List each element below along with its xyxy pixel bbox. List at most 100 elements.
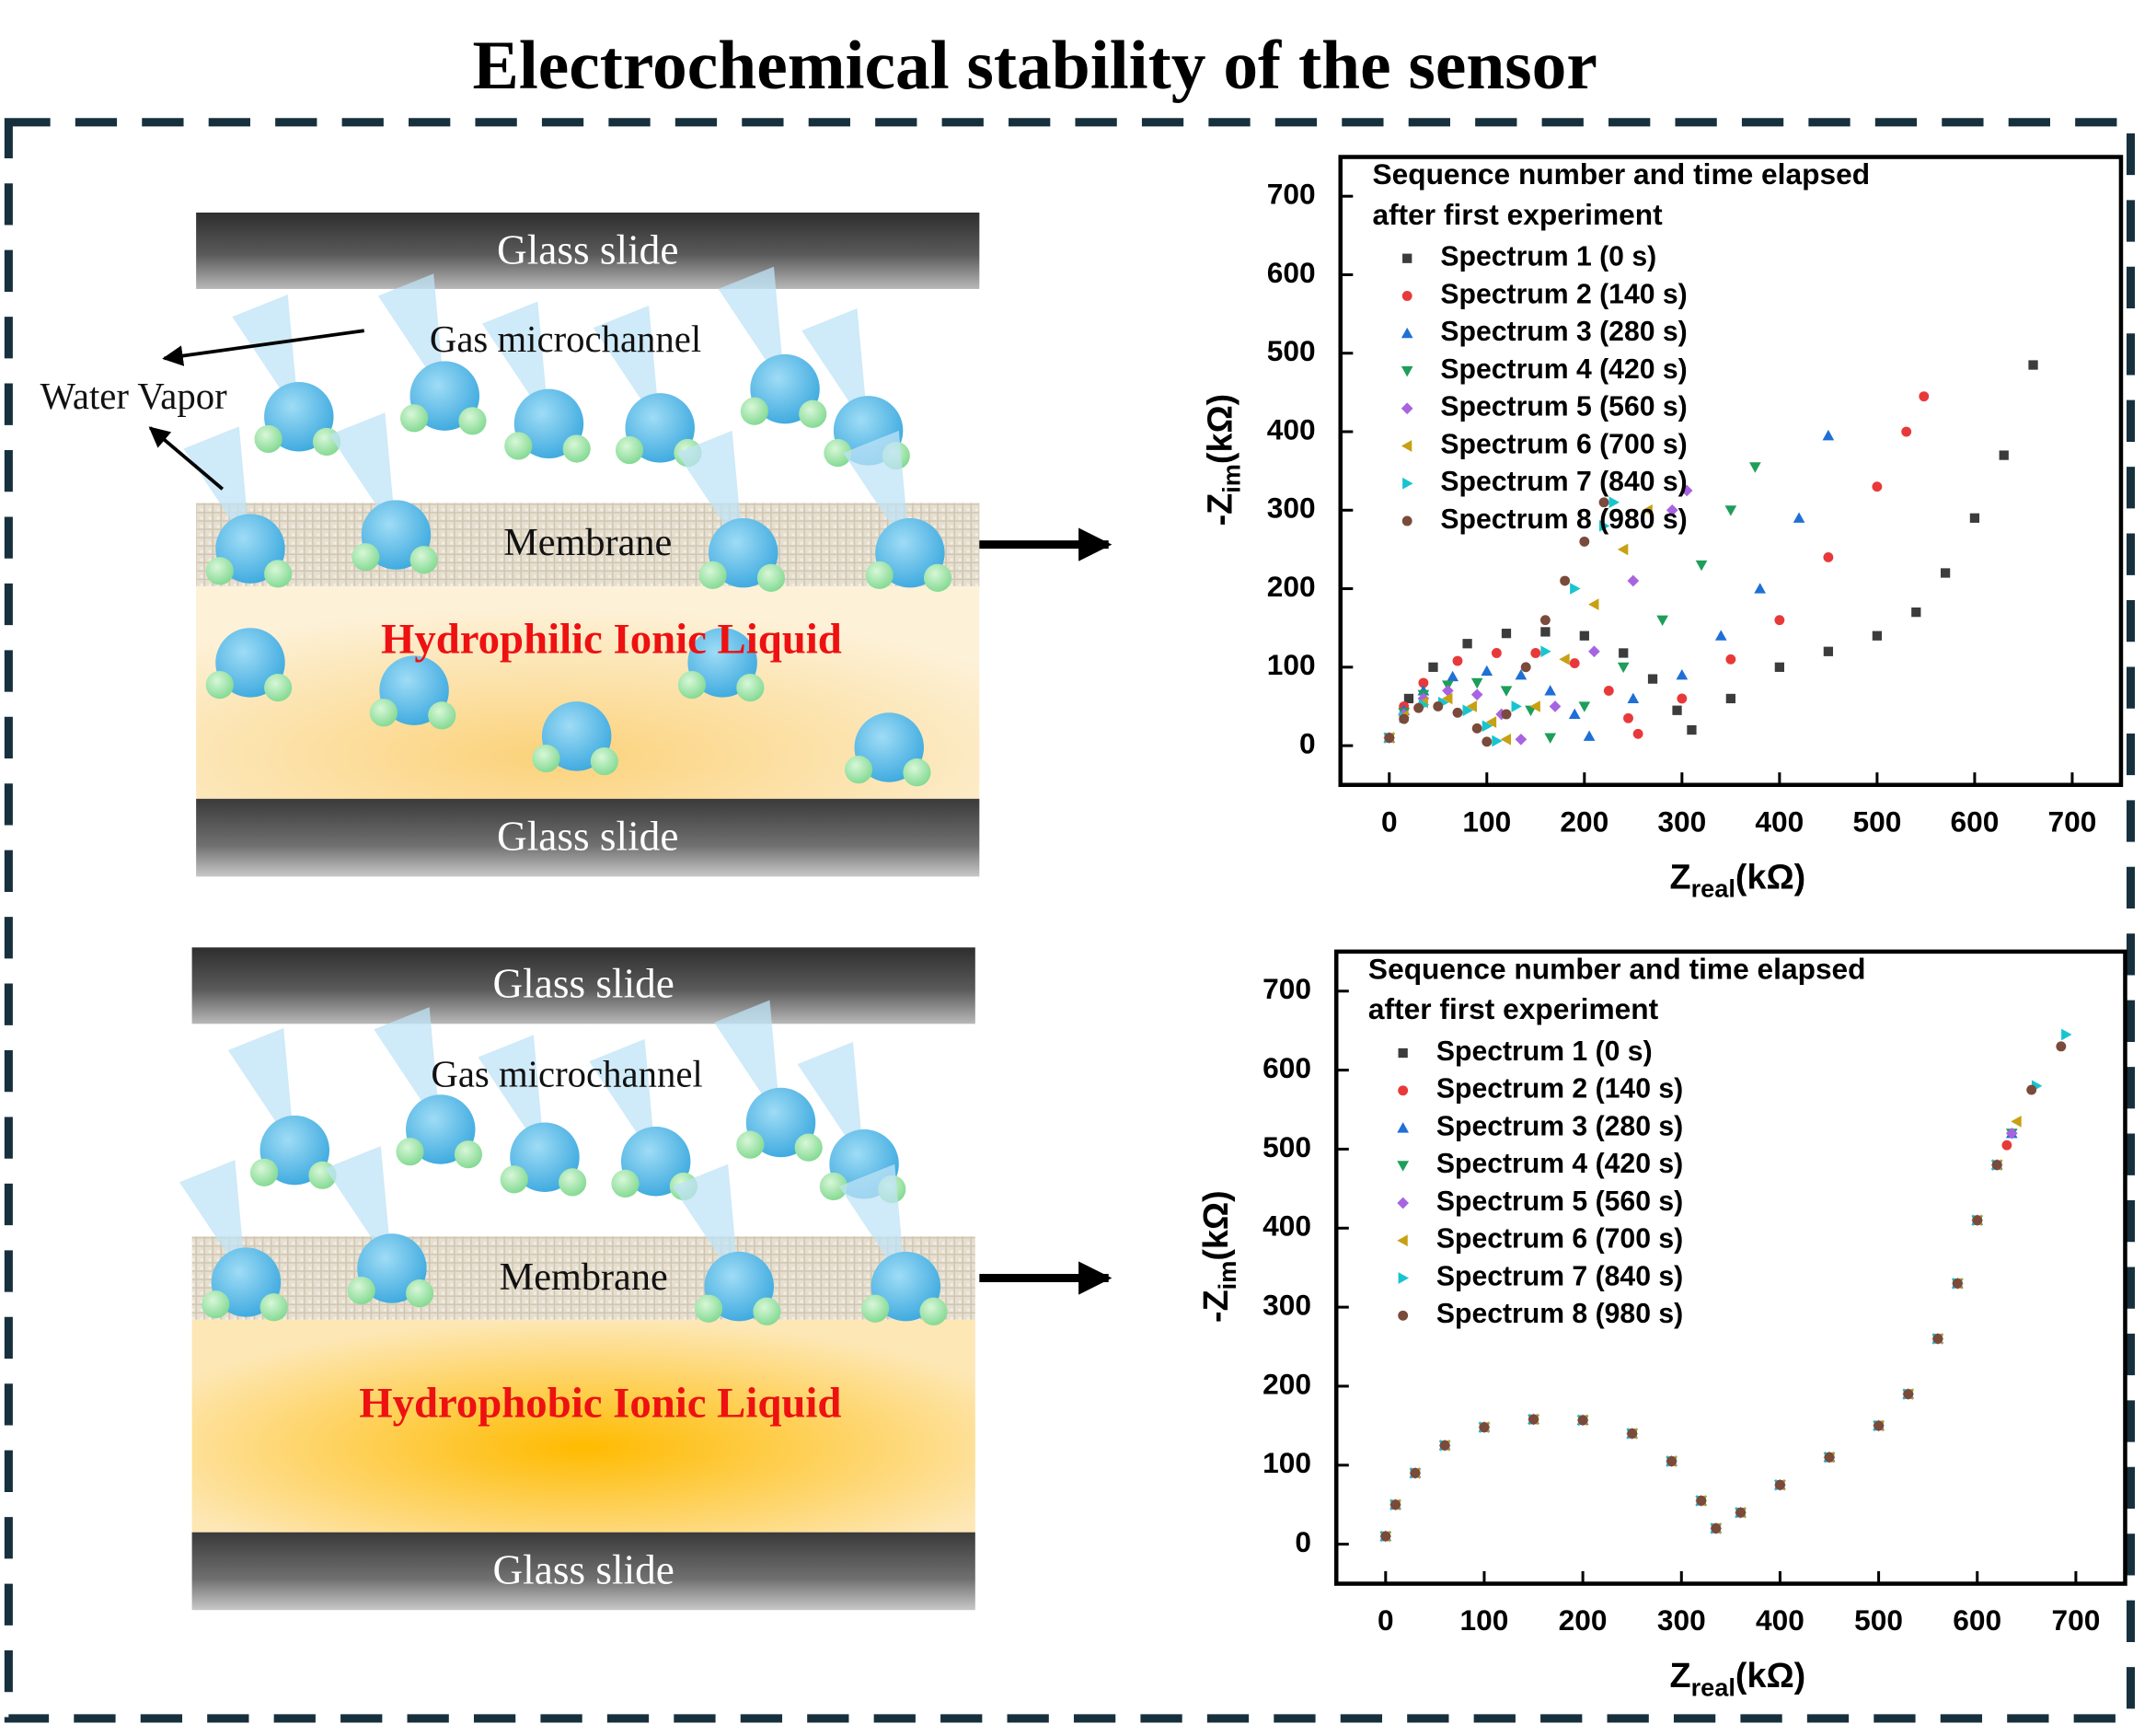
legend-label: Spectrum 4 (420 s) bbox=[1436, 1149, 1683, 1179]
data-point bbox=[1482, 736, 1493, 747]
hydrogen bbox=[590, 746, 618, 776]
label-sub: im bbox=[1217, 464, 1246, 493]
data-point bbox=[1462, 639, 1472, 649]
vapor-cone bbox=[329, 412, 397, 536]
data-point bbox=[1410, 1467, 1421, 1478]
vapor-cone bbox=[593, 306, 661, 428]
legend-label: Spectrum 1 (0 s) bbox=[1440, 242, 1656, 272]
data-point bbox=[1559, 653, 1570, 665]
hydrogen bbox=[352, 543, 380, 572]
data-point bbox=[1447, 670, 1459, 682]
series bbox=[1384, 360, 2038, 743]
legend-marker bbox=[1398, 1085, 1409, 1096]
data-point bbox=[1919, 391, 1930, 402]
data-point bbox=[1824, 1452, 1835, 1463]
legend-label: Spectrum 3 (280 s) bbox=[1440, 317, 1687, 347]
data-point bbox=[1940, 568, 1951, 578]
legend-marker bbox=[1402, 477, 1413, 490]
data-point bbox=[1500, 733, 1512, 746]
hydrogen bbox=[562, 434, 591, 463]
y-tick-label: 600 bbox=[1262, 1051, 1311, 1084]
hydrogen bbox=[264, 673, 293, 702]
hydrogen bbox=[396, 1138, 424, 1166]
y-tick-label: 100 bbox=[1262, 1446, 1311, 1479]
data-point bbox=[1500, 686, 1513, 697]
legend-label: Spectrum 8 (980 s) bbox=[1440, 504, 1687, 535]
x-tick-label: 700 bbox=[2048, 804, 2097, 838]
data-point bbox=[2011, 1116, 2022, 1128]
data-point bbox=[1579, 631, 1589, 641]
data-point bbox=[1577, 1415, 1588, 1426]
hydrogen bbox=[861, 1294, 890, 1323]
vapor-cone bbox=[838, 1163, 906, 1287]
vapor-cone bbox=[227, 1027, 295, 1151]
hydrogen bbox=[799, 399, 827, 428]
data-point bbox=[2001, 1140, 2012, 1151]
x_label-label: Zreal(kΩ) bbox=[1670, 1656, 1806, 1701]
hydrogen bbox=[819, 1172, 847, 1201]
x-tick-label: 300 bbox=[1657, 804, 1706, 838]
data-point bbox=[1579, 536, 1590, 547]
legend-label: Spectrum 3 (280 s) bbox=[1436, 1111, 1683, 1141]
y-tick-label: 700 bbox=[1267, 178, 1316, 211]
legend-marker bbox=[1398, 1310, 1409, 1321]
data-point bbox=[1775, 1479, 1785, 1490]
x-tick-label: 200 bbox=[1559, 1603, 1608, 1637]
data-point bbox=[1627, 574, 1640, 587]
liquid-label: Hydrophobic Ionic Liquid bbox=[359, 1380, 841, 1428]
hydrogen bbox=[753, 1297, 781, 1325]
liquid-label: Hydrophilic Ionic Liquid bbox=[381, 616, 842, 664]
y-tick-label: 200 bbox=[1262, 1367, 1311, 1400]
data-point bbox=[1540, 627, 1551, 637]
data-point bbox=[1403, 693, 1414, 704]
legend-marker bbox=[1402, 253, 1412, 263]
legend-label: Spectrum 2 (140 s) bbox=[1440, 279, 1687, 309]
legend-marker bbox=[1397, 1122, 1410, 1133]
legend-marker bbox=[1401, 365, 1413, 377]
vapor-cone bbox=[377, 273, 445, 397]
data-point bbox=[1501, 709, 1512, 720]
hydrogen bbox=[202, 1290, 230, 1319]
data-point bbox=[1485, 716, 1497, 728]
membrane-label: Membrane bbox=[500, 1255, 668, 1299]
hydrogen bbox=[406, 1279, 434, 1308]
data-point bbox=[1539, 615, 1551, 626]
data-point bbox=[1399, 713, 1410, 724]
data-point bbox=[1999, 450, 2009, 460]
data-point bbox=[1479, 1422, 1490, 1433]
vapor-cone bbox=[183, 426, 250, 550]
data-point bbox=[1725, 693, 1735, 704]
vapor-cone bbox=[325, 1146, 392, 1268]
vapor-cone bbox=[478, 1035, 545, 1158]
hydrogen bbox=[824, 438, 852, 468]
vapor-arrow bbox=[162, 329, 364, 366]
data-point bbox=[1754, 583, 1767, 594]
slide-label: Glass slide bbox=[497, 227, 678, 273]
hydrogen bbox=[454, 1140, 483, 1169]
data-point bbox=[1413, 702, 1424, 713]
hydrogen bbox=[500, 1165, 528, 1194]
data-point bbox=[1569, 658, 1580, 668]
hydrogen bbox=[347, 1277, 375, 1305]
legend-marker bbox=[1401, 291, 1412, 301]
legend-label: Spectrum 4 (420 s) bbox=[1440, 354, 1687, 385]
label-unit: (kΩ) bbox=[1735, 857, 1805, 896]
data-point bbox=[1529, 700, 1540, 712]
label-unit: (kΩ) bbox=[1196, 1190, 1235, 1260]
x_label-label: Zreal(kΩ) bbox=[1670, 857, 1806, 902]
data-point bbox=[1598, 497, 1609, 508]
data-point bbox=[1676, 669, 1689, 680]
label-unit: (kΩ) bbox=[1735, 1656, 1805, 1695]
legend-title: after first experiment bbox=[1368, 992, 1659, 1025]
legend-marker bbox=[1397, 1234, 1408, 1247]
membrane-layer bbox=[191, 1236, 975, 1320]
data-point bbox=[1492, 735, 1503, 747]
label-sub: im bbox=[1213, 1261, 1241, 1290]
data-point bbox=[1442, 692, 1453, 705]
vapor-cone bbox=[589, 1038, 656, 1162]
data-point bbox=[1903, 1389, 1914, 1399]
data-point bbox=[1482, 720, 1493, 733]
data-point bbox=[1627, 692, 1640, 704]
data-point bbox=[1540, 645, 1551, 658]
